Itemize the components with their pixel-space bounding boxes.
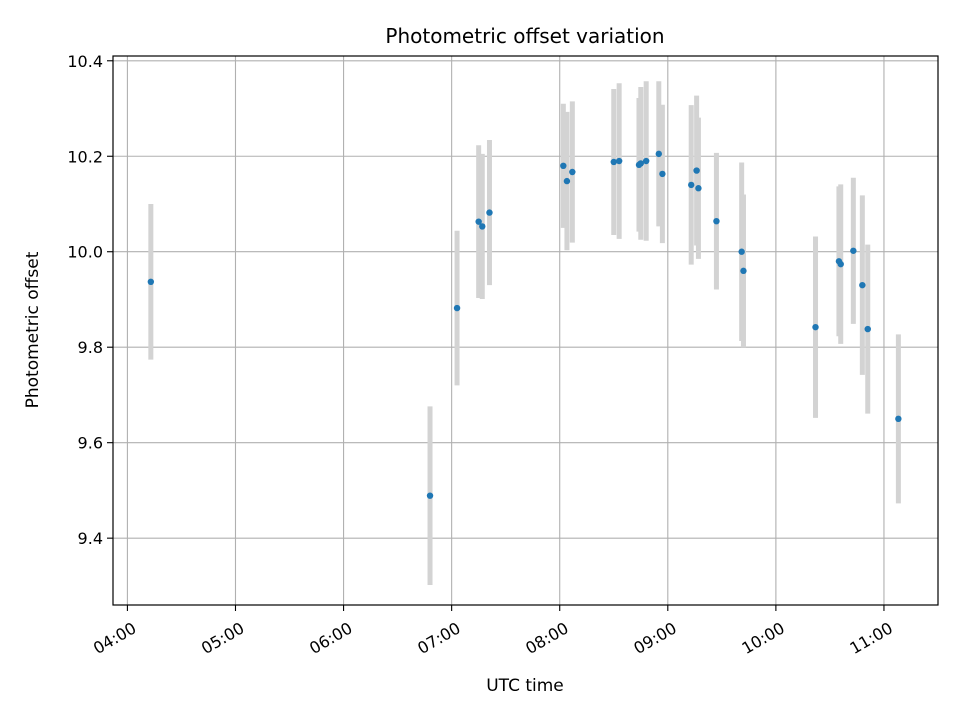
data-point: [659, 170, 666, 178]
plot-frame: [112, 55, 939, 606]
data-point: [147, 278, 155, 286]
y-tick-label: 10.4: [67, 52, 103, 71]
data-point: [563, 177, 571, 185]
y-tick-label: 9.8: [78, 338, 103, 357]
data-point: [688, 181, 695, 189]
data-point: [637, 160, 644, 167]
data-point: [738, 248, 745, 255]
x-axis-title: UTC time: [486, 676, 564, 696]
data-point: [615, 157, 623, 165]
data-point: [610, 158, 617, 166]
data-point: [453, 304, 461, 312]
data-point: [859, 281, 866, 289]
data-point: [837, 260, 844, 268]
data-point: [642, 157, 650, 165]
grid: [113, 56, 938, 605]
data-point: [475, 218, 482, 225]
data-point: [693, 167, 700, 174]
chart-title: Photometric offset variation: [385, 24, 664, 48]
data-point: [864, 325, 871, 333]
data-point: [713, 217, 720, 225]
data-points: [147, 150, 902, 499]
data-point: [850, 247, 857, 254]
y-axis-title: Photometric offset: [23, 251, 43, 408]
y-tick-label: 9.4: [78, 529, 103, 548]
y-tick-label: 10.0: [67, 243, 103, 262]
data-point: [695, 185, 702, 192]
y-axis: 9.4 9.6 9.8 10.0 10.2 10.4: [67, 52, 113, 548]
data-point: [740, 267, 747, 275]
data-point: [812, 323, 819, 331]
data-point: [895, 415, 902, 423]
data-point: [479, 223, 486, 230]
y-tick-label: 9.6: [78, 434, 103, 453]
data-point: [655, 150, 662, 158]
data-point: [486, 209, 493, 216]
data-point: [426, 492, 434, 499]
y-tick-label: 10.2: [67, 147, 103, 166]
data-point: [560, 162, 567, 169]
data-point: [569, 168, 576, 176]
